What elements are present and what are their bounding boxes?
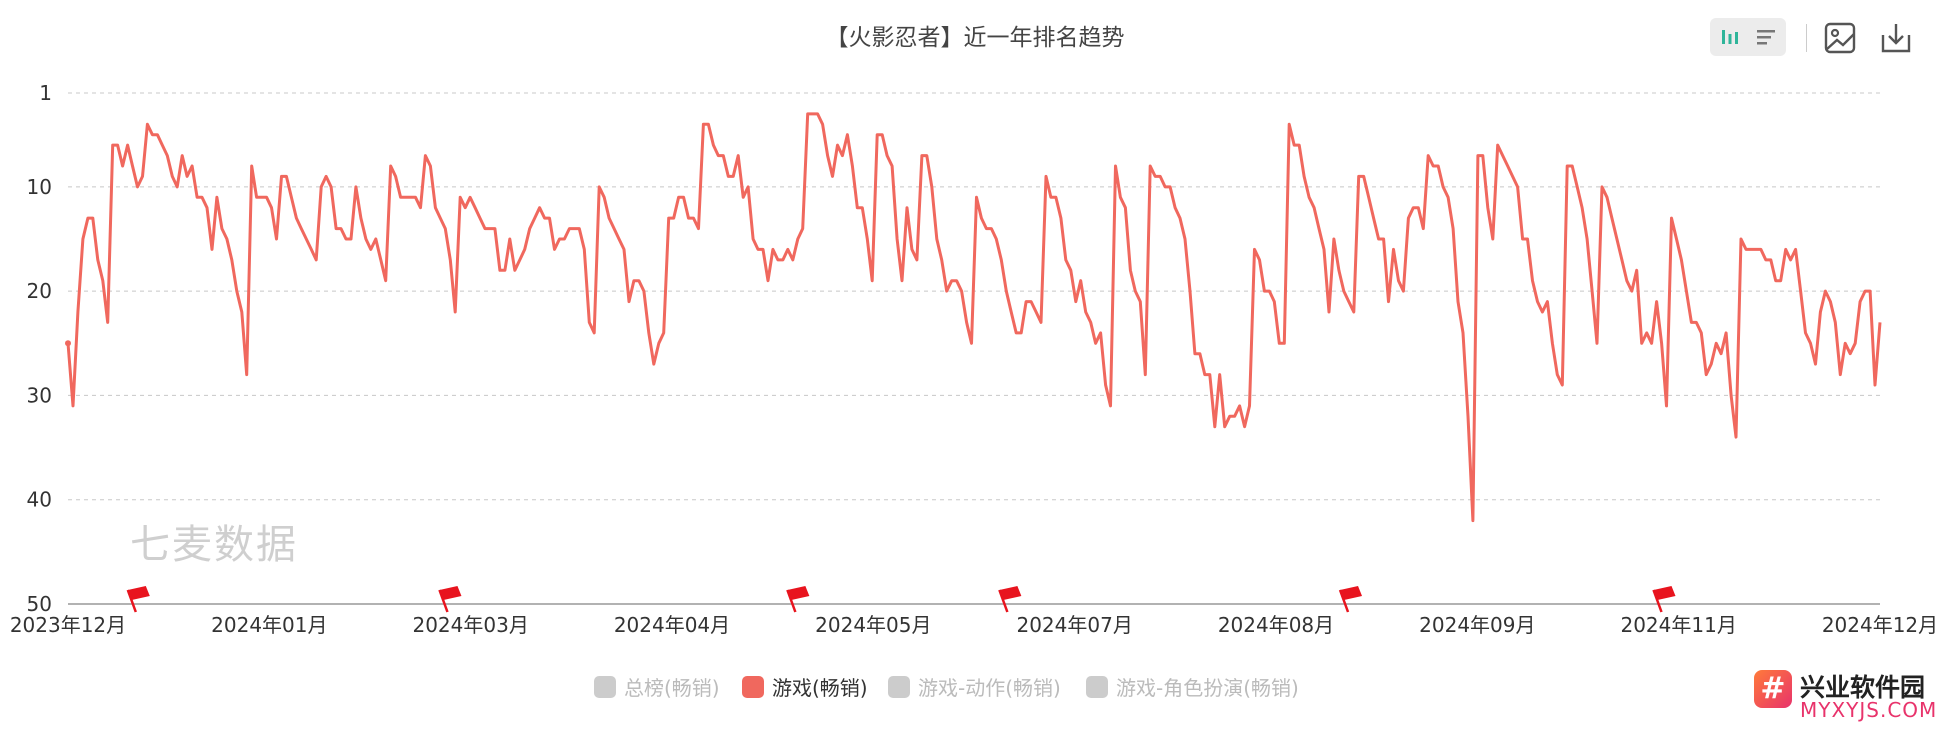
x-tick-label: 2024年12月 <box>1822 613 1938 637</box>
watermark: 七麦数据 <box>130 522 298 568</box>
y-tick-label: 1 <box>39 81 52 105</box>
event-flag-icon[interactable] <box>126 586 150 613</box>
brand-logo: # 兴业软件园 MYXYJS.COM <box>1754 668 1944 724</box>
x-tick-label: 2024年11月 <box>1620 613 1736 637</box>
event-flag-icon[interactable] <box>438 586 462 613</box>
legend-swatch <box>1086 675 1108 698</box>
x-tick-label: 2024年09月 <box>1419 613 1535 637</box>
bar-chart-icon[interactable] <box>1712 19 1748 55</box>
legend-item[interactable]: 游戏-角色扮演(畅销) <box>1086 672 1299 701</box>
image-icon[interactable] <box>1822 20 1858 56</box>
x-tick-label: 2023年12月 <box>10 613 126 637</box>
event-flag-icon[interactable] <box>998 586 1022 613</box>
legend-swatch <box>594 675 616 698</box>
toolbar-divider <box>1806 24 1807 52</box>
brand-name: 兴业软件园 <box>1800 673 1926 702</box>
legend-item[interactable]: 总榜(畅销) <box>594 672 720 701</box>
x-tick-label: 2024年05月 <box>815 613 931 637</box>
y-tick-label: 20 <box>27 279 52 303</box>
legend-label: 游戏(畅销) <box>772 676 868 700</box>
download-icon[interactable] <box>1878 20 1914 56</box>
x-tick-label: 2024年03月 <box>412 613 528 637</box>
y-tick-label: 30 <box>27 383 52 407</box>
event-flag-icon[interactable] <box>1652 586 1676 613</box>
chart-toolbar <box>1710 16 1950 60</box>
list-icon[interactable] <box>1748 19 1784 55</box>
legend-swatch <box>742 675 764 698</box>
legend-item[interactable]: 游戏(畅销) <box>742 672 868 701</box>
legend-label: 总榜(畅销) <box>624 676 720 700</box>
series-line[interactable] <box>66 112 1882 523</box>
y-tick-label: 50 <box>27 592 52 616</box>
view-toggle-group <box>1710 18 1786 56</box>
legend-label: 游戏-角色扮演(畅销) <box>1116 676 1299 700</box>
brand-url: MYXYJS.COM <box>1800 698 1938 722</box>
x-tick-label: 2024年08月 <box>1218 613 1334 637</box>
chart-legend: 总榜(畅销) 游戏(畅销) 游戏-动作(畅销) 游戏-角色扮演(畅销) <box>0 672 1950 702</box>
x-tick-label: 2024年01月 <box>211 613 327 637</box>
legend-item[interactable]: 游戏-动作(畅销) <box>888 672 1061 701</box>
hash-icon: # <box>1754 670 1792 708</box>
legend-swatch <box>888 675 910 698</box>
x-tick-label: 2024年04月 <box>614 613 730 637</box>
legend-label: 游戏-动作(畅销) <box>918 676 1061 700</box>
event-flag-icon[interactable] <box>786 586 810 613</box>
y-tick-label: 40 <box>27 488 52 512</box>
data-point[interactable] <box>65 340 71 347</box>
y-tick-label: 10 <box>27 175 52 199</box>
chart-title: 【火影忍者】近一年排名趋势 <box>825 25 1125 51</box>
event-flag-icon[interactable] <box>1338 586 1363 613</box>
x-tick-label: 2024年07月 <box>1016 613 1132 637</box>
